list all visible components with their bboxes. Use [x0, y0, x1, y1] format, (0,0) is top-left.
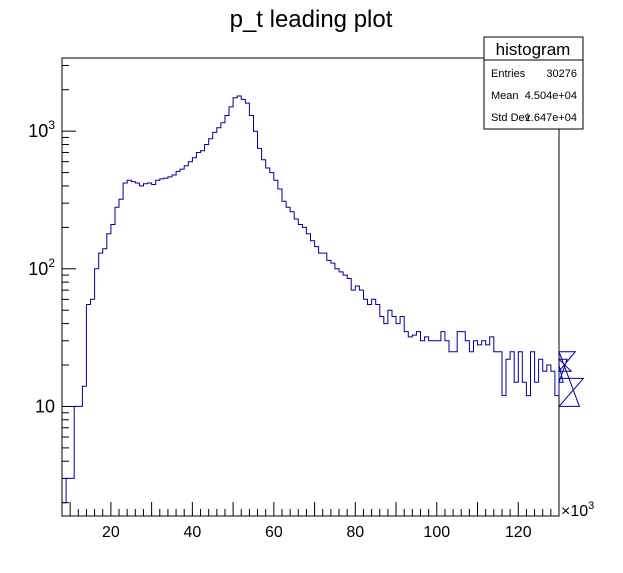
- x-tick-label: 20: [102, 524, 120, 541]
- chart-title: p_t leading plot: [230, 6, 393, 33]
- x-tick-label: 80: [346, 524, 364, 541]
- stats-label-entries: Entries: [491, 68, 526, 80]
- stats-value-stddev: 1.647e+04: [525, 112, 577, 124]
- y-tick-label: 102: [28, 256, 55, 279]
- x-multiplier-base: ×10: [561, 503, 588, 520]
- y-tick-label: 103: [28, 118, 55, 141]
- plot-frame: [61, 57, 560, 517]
- x-tick-label: 120: [505, 524, 532, 541]
- x-multiplier-exponent: 3: [588, 500, 594, 512]
- y-tick-label: 10: [35, 396, 55, 416]
- y-axis: 10 102 103: [28, 64, 76, 504]
- x-tick-label: 40: [183, 524, 201, 541]
- stats-box-title: histogram: [496, 40, 571, 59]
- stats-box: histogram Entries 30276 Mean 4.504e+04 S…: [483, 36, 584, 130]
- stats-label-mean: Mean: [491, 90, 519, 102]
- stats-box-frame: [483, 36, 584, 130]
- x-tick-label: 100: [423, 524, 450, 541]
- x-tick-label: 60: [265, 524, 283, 541]
- stats-value-mean: 4.504e+04: [525, 90, 577, 102]
- stats-value-entries: 30276: [546, 68, 577, 80]
- histogram-line: [62, 95, 585, 504]
- stats-label-stddev: Std Dev: [491, 112, 531, 124]
- x-axis: 20 40 60 80 100 120: [69, 502, 560, 541]
- x-axis-multiplier: ×103: [561, 500, 594, 520]
